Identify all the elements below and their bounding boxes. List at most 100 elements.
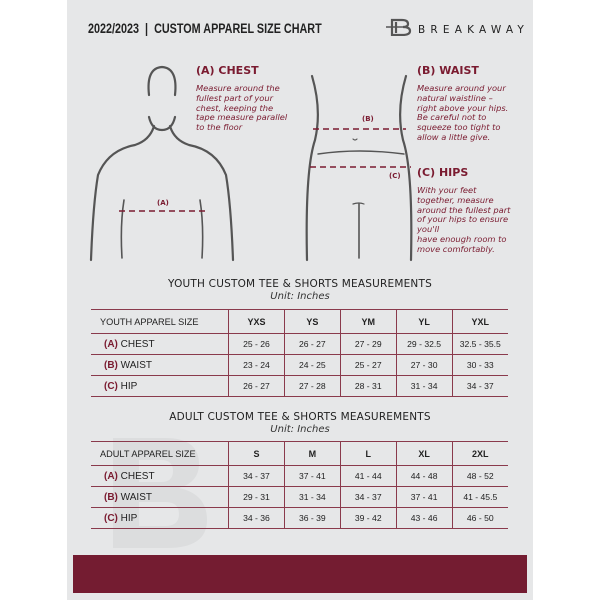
- header-row: YOUTH APPAREL SIZE YXS YS YM YL YXL: [91, 309, 508, 334]
- table-cell: 46 - 50: [451, 507, 508, 529]
- size-header: YL: [395, 309, 453, 334]
- adult-unit: Unit: Inches: [270, 424, 330, 435]
- youth-size-table: YOUTH APPAREL SIZE YXS YS YM YL YXL (A) CHEST 2…: [91, 309, 508, 397]
- table-row: (A) CHEST 34 - 37 37 - 41 41 - 44 44 - 48 48 …: [91, 465, 508, 487]
- table-cell: 29 - 31: [228, 486, 285, 508]
- text-line: Be careful not to: [417, 112, 487, 123]
- table-cell: 34 - 37: [228, 465, 285, 487]
- size-header: XL: [395, 441, 453, 466]
- table-cell: 27 - 30: [395, 354, 453, 376]
- table-cell: 44 - 48: [395, 465, 453, 487]
- measure-name: HIP: [120, 380, 138, 392]
- text-line: of your hips to ensure: [417, 214, 509, 225]
- chest-marker: (A): [157, 199, 169, 207]
- text-line: tape measure parallel: [196, 112, 288, 123]
- measure-code: (A): [104, 338, 118, 350]
- adult-size-table: ADULT APPAREL SIZE S M L XL 2XL (A) CHEST 34 - …: [91, 441, 508, 529]
- table-cell: 29 - 32.5: [395, 333, 453, 355]
- size-header: YM: [339, 309, 397, 334]
- table-row: (C) HIP 26 - 27 27 - 28 28 - 31 31 - 34 34 - …: [91, 375, 508, 397]
- table-cell: 27 - 28: [283, 375, 341, 397]
- hips-marker: (C): [389, 172, 401, 180]
- table-cell: 24 - 25: [283, 354, 341, 376]
- table-cell: 25 - 26: [228, 333, 285, 355]
- table-cell: 26 - 27: [228, 375, 285, 397]
- table-row: (B) WAIST 23 - 24 24 - 25 25 - 27 27 - 30 30 …: [91, 354, 508, 376]
- waist-description: Measure around your natural waistline – ri…: [417, 83, 509, 143]
- table-row: (A) CHEST 25 - 26 26 - 27 27 - 29 29 - 32.5 3…: [91, 333, 508, 355]
- text-line: allow a little give.: [417, 131, 491, 142]
- text-line: fullest part of your: [196, 92, 274, 103]
- measure-code: (C): [104, 512, 118, 524]
- text-line: right above your hips.: [417, 102, 509, 113]
- measure-name: CHEST: [120, 338, 155, 350]
- size-header: YXS: [228, 309, 285, 334]
- table-cell: 34 - 37: [339, 486, 397, 508]
- size-label-header: YOUTH APPAREL SIZE: [91, 309, 229, 334]
- text-line: move comfortably.: [417, 243, 495, 254]
- measure-label: (A) CHEST: [91, 333, 229, 355]
- table-cell: 34 - 36: [228, 507, 285, 529]
- table-cell: 32.5 - 35.5: [451, 333, 508, 355]
- measure-name: WAIST: [120, 359, 152, 371]
- size-header: M: [283, 441, 341, 466]
- brand-name: BREAKAWAY: [418, 24, 530, 36]
- waist-marker: (B): [362, 115, 374, 123]
- table-cell: 48 - 52: [451, 465, 508, 487]
- waist-heading: (B) WAIST: [417, 64, 479, 77]
- text-line: chest, keeping the: [196, 102, 274, 113]
- text-line: Measure around the: [196, 83, 280, 93]
- size-header: 2XL: [451, 441, 508, 466]
- table-cell: 26 - 27: [283, 333, 341, 355]
- text-line: you'll: [417, 224, 440, 235]
- text-line: natural waistline –: [417, 92, 493, 103]
- table-cell: 37 - 41: [395, 486, 453, 508]
- text-line: together, measure: [417, 194, 494, 205]
- size-header: YXL: [451, 309, 508, 334]
- measure-label: (B) WAIST: [91, 486, 229, 508]
- table-cell: 30 - 33: [451, 354, 508, 376]
- table-row: (C) HIP 34 - 36 36 - 39 39 - 42 43 - 46 46 - …: [91, 507, 508, 529]
- youth-section-title: YOUTH CUSTOM TEE & SHORTS MEASUREMENTS: [168, 278, 432, 290]
- size-header: S: [228, 441, 285, 466]
- table-cell: 34 - 37: [451, 375, 508, 397]
- adult-section-title: ADULT CUSTOM TEE & SHORTS MEASUREMENTS: [169, 411, 431, 423]
- text-line: to the floor: [196, 122, 243, 133]
- table-cell: 31 - 34: [283, 486, 341, 508]
- table-cell: 41 - 44: [339, 465, 397, 487]
- size-header: L: [339, 441, 397, 466]
- page-title: 2022/2023 | CUSTOM APPAREL SIZE CHART: [88, 21, 322, 36]
- youth-unit: Unit: Inches: [270, 291, 330, 302]
- body-figures: [89, 65, 413, 262]
- table-cell: 36 - 39: [283, 507, 341, 529]
- measure-code: (B): [104, 359, 118, 371]
- text-line: With your feet: [417, 185, 477, 195]
- header-row: ADULT APPAREL SIZE S M L XL 2XL: [91, 441, 508, 466]
- table-cell: 39 - 42: [339, 507, 397, 529]
- measure-code: (A): [104, 470, 118, 482]
- hips-description: With your feet together, measure around th…: [417, 185, 511, 255]
- measure-label: (C) HIP: [91, 507, 229, 529]
- measure-name: CHEST: [120, 470, 155, 482]
- breakaway-logo-icon: [386, 18, 412, 36]
- size-label-header: ADULT APPAREL SIZE: [91, 441, 229, 466]
- measure-label: (B) WAIST: [91, 354, 229, 376]
- footer-band: [73, 555, 527, 593]
- measure-name: HIP: [120, 512, 138, 524]
- measure-label: (C) HIP: [91, 375, 229, 397]
- size-header: YS: [283, 309, 341, 334]
- measure-name: WAIST: [120, 491, 152, 503]
- table-row: (B) WAIST 29 - 31 31 - 34 34 - 37 37 - 41 41 …: [91, 486, 508, 508]
- table-cell: 37 - 41: [283, 465, 341, 487]
- text-line: around the fullest part: [417, 204, 511, 215]
- table-cell: 31 - 34: [395, 375, 453, 397]
- table-cell: 23 - 24: [228, 354, 285, 376]
- text-line: squeeze too tight to: [417, 122, 501, 133]
- chest-heading: (A) CHEST: [196, 64, 259, 77]
- table-cell: 28 - 31: [339, 375, 397, 397]
- table-cell: 41 - 45.5: [451, 486, 508, 508]
- text-line: Measure around your: [417, 83, 506, 93]
- table-cell: 43 - 46: [395, 507, 453, 529]
- measure-code: (B): [104, 491, 118, 503]
- table-cell: 25 - 27: [339, 354, 397, 376]
